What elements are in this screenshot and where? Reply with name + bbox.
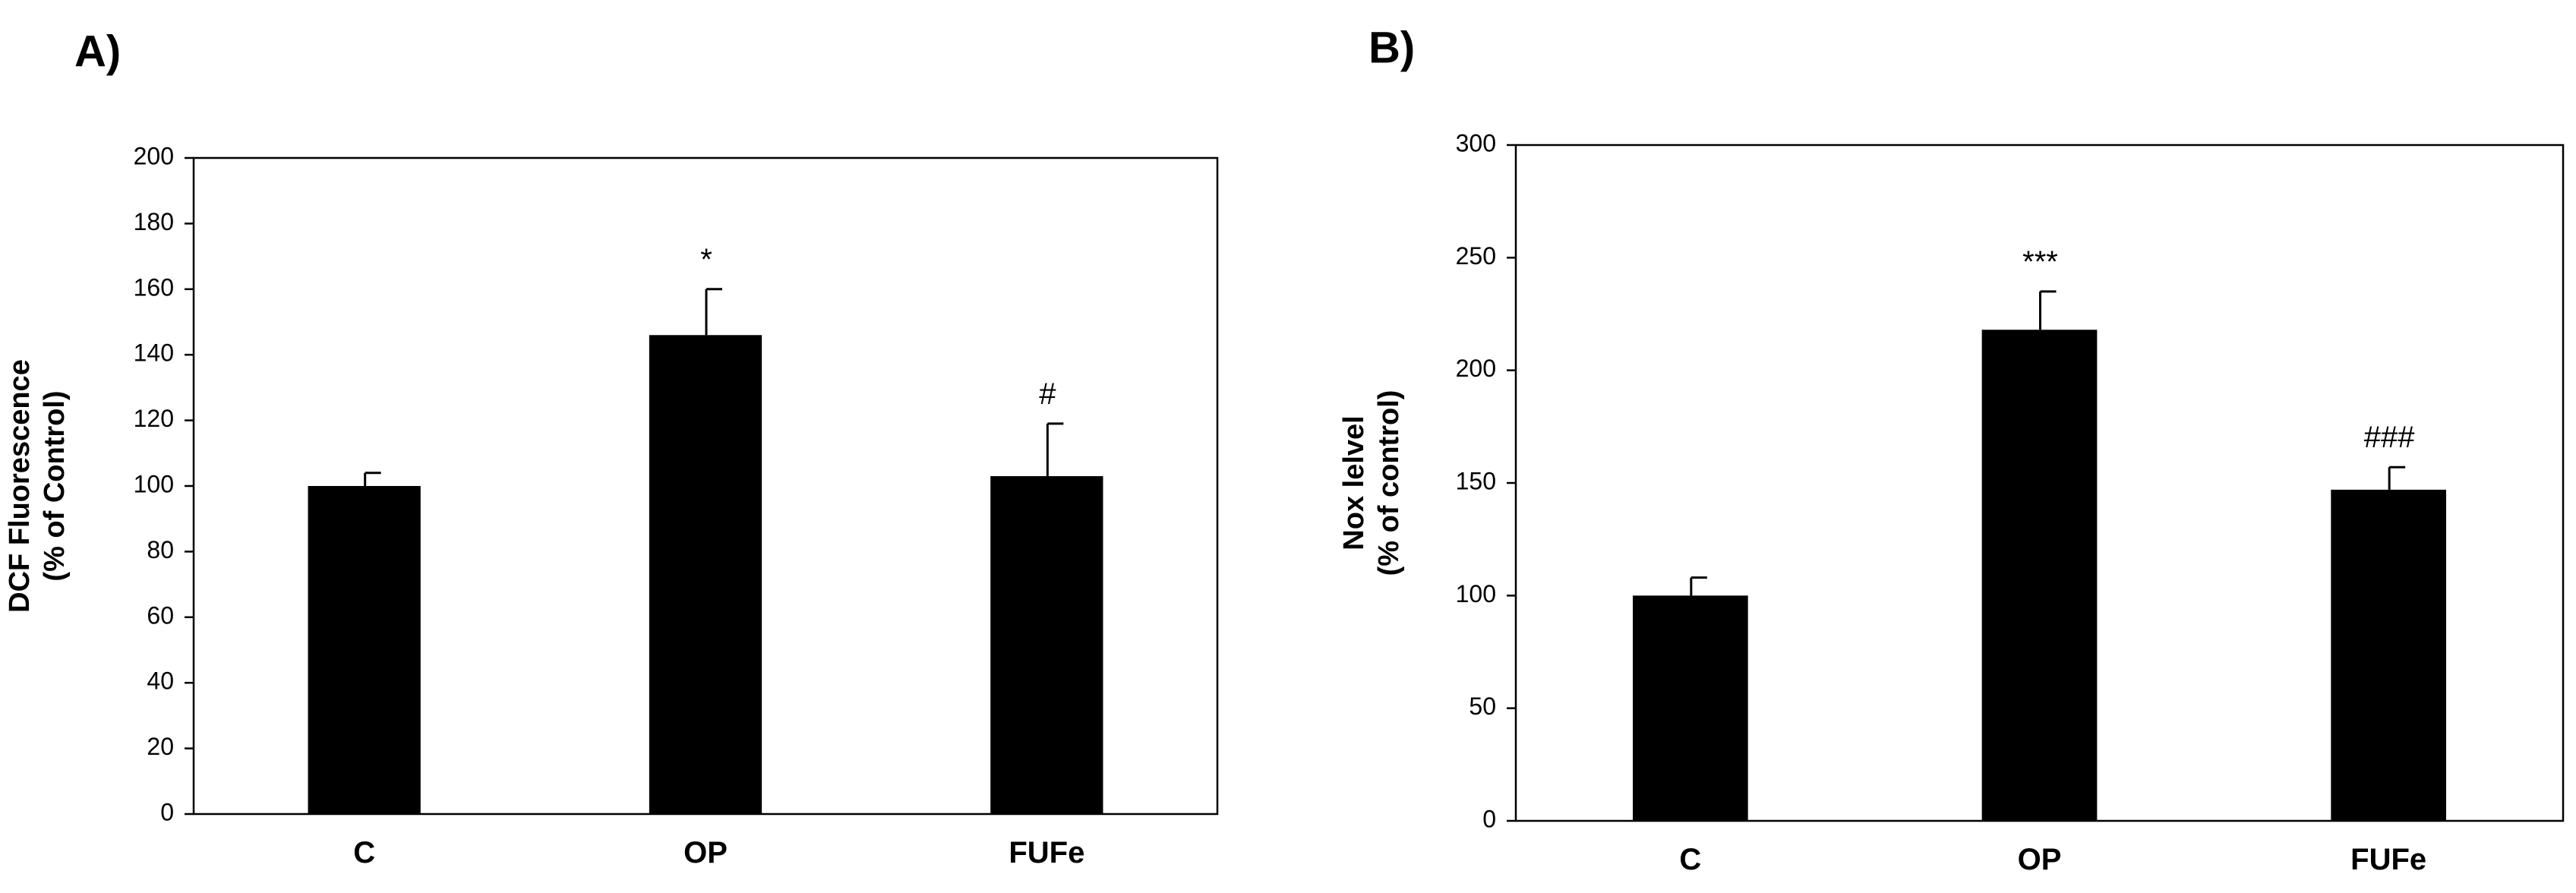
- bar: [2331, 489, 2447, 821]
- significance-label: ###: [2364, 421, 2415, 454]
- y-tick-label: 60: [147, 601, 174, 629]
- category-label: C: [353, 836, 375, 869]
- y-axis-title-line: Nox lelvel: [1338, 415, 1370, 550]
- y-tick-label: 40: [147, 667, 174, 695]
- significance-label: ***: [2022, 245, 2058, 279]
- category-label: OP: [683, 836, 728, 869]
- y-tick-label: 150: [1456, 467, 1496, 494]
- bar: [1632, 595, 1748, 821]
- y-tick-label: 100: [1456, 580, 1496, 607]
- y-tick-label: 50: [1469, 693, 1496, 720]
- y-tick-label: 160: [134, 273, 174, 301]
- y-tick-label: 0: [1482, 805, 1496, 832]
- category-label: FUFe: [2350, 843, 2426, 876]
- significance-label: *: [700, 243, 712, 276]
- plot-area-border: [1514, 144, 2565, 822]
- y-tick-label: 180: [134, 208, 174, 235]
- y-tick-label: 0: [160, 798, 174, 825]
- y-axis-title-line: (% of Control): [39, 390, 71, 581]
- category-label: C: [1679, 843, 1701, 876]
- y-tick-label: 140: [134, 339, 174, 367]
- significance-label: #: [1039, 377, 1056, 411]
- category-label: OP: [2018, 843, 2062, 876]
- y-tick-label: 120: [134, 405, 174, 432]
- bar: [990, 476, 1103, 814]
- bar: [308, 486, 421, 814]
- panel-label: B): [1368, 23, 1415, 72]
- chart-panel-b: B) C *** OP ### FUFe 0 50 100 150 200 250 300 Nox lel…: [1338, 23, 2565, 876]
- y-tick-label: 200: [1456, 355, 1496, 382]
- y-axis-title: Nox lelvel (% of control): [1338, 390, 1405, 576]
- panel-label: A): [74, 27, 121, 76]
- plot-area-border: [192, 156, 1219, 816]
- y-tick-label: 20: [147, 733, 174, 760]
- y-tick-label: 300: [1456, 129, 1496, 156]
- y-tick-label: 250: [1456, 242, 1496, 270]
- y-axis-title: DCF Fluorescence (% of Control): [4, 359, 71, 613]
- bar: [649, 335, 762, 814]
- bar: [1981, 330, 2098, 821]
- y-axis-title-line: DCF Fluorescence: [4, 359, 36, 613]
- y-tick-label: 100: [134, 470, 174, 497]
- y-tick-label: 80: [147, 536, 174, 563]
- y-axis-title-line: (% of control): [1373, 390, 1405, 576]
- y-tick-label: 200: [134, 142, 174, 169]
- category-label: FUFe: [1009, 836, 1084, 869]
- chart-panel-a: A) C * OP # FUFe 0 20 40 60 80 100 120 140 160 180 200 DC…: [4, 27, 1219, 869]
